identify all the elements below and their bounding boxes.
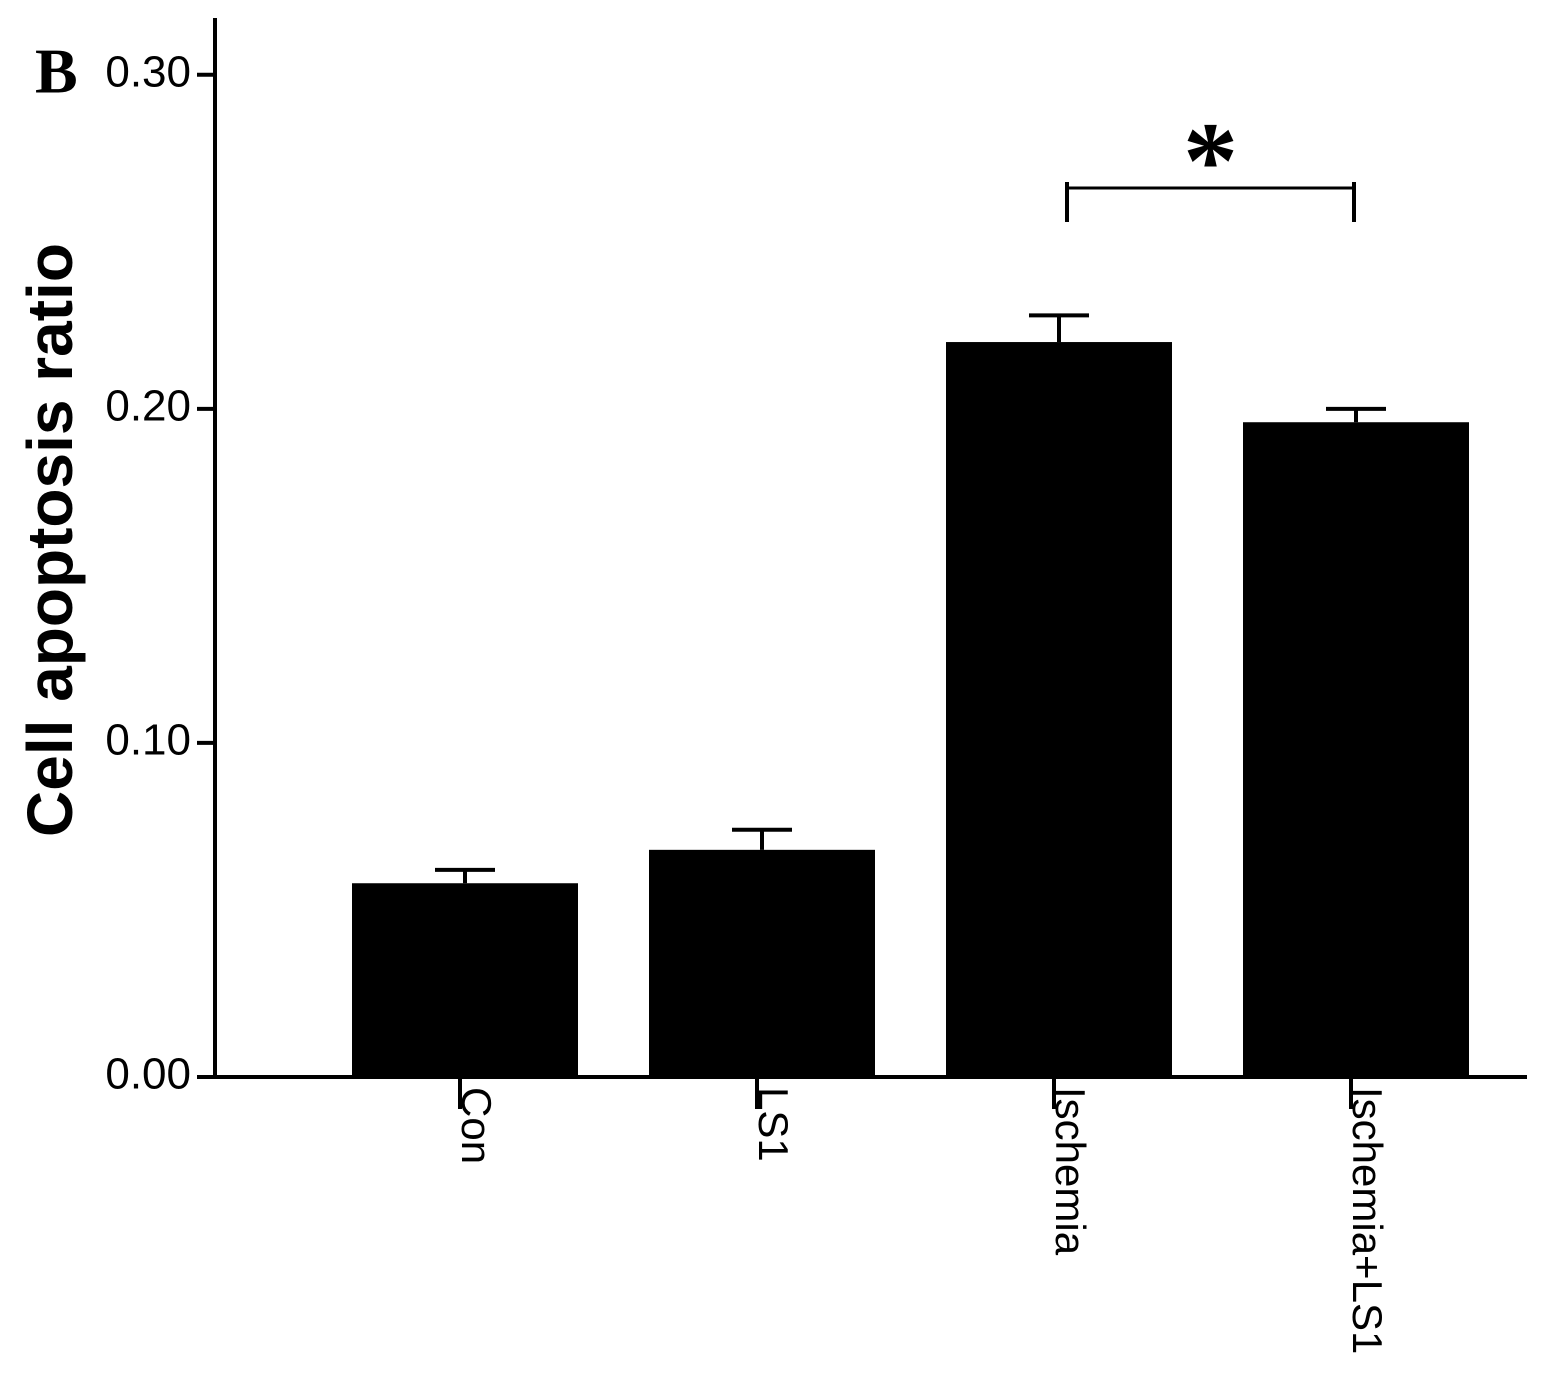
bar bbox=[352, 883, 578, 1077]
bar bbox=[946, 342, 1172, 1077]
y-tick-label: 0.10 bbox=[105, 716, 191, 765]
y-tick-label: 0.30 bbox=[105, 47, 191, 96]
x-tick-label: LS1 bbox=[750, 1087, 797, 1162]
bar bbox=[1243, 422, 1469, 1077]
y-tick-label: 0.00 bbox=[105, 1050, 191, 1099]
y-tick-label: 0.20 bbox=[105, 381, 191, 430]
bar bbox=[649, 849, 875, 1077]
panel-label: B bbox=[35, 36, 78, 107]
x-tick-label: Ischemia+LS1 bbox=[1344, 1087, 1391, 1354]
y-axis-title: Cell apoptosis ratio bbox=[14, 243, 86, 837]
x-tick-label: Con bbox=[453, 1087, 500, 1164]
significance-label: * bbox=[1183, 99, 1238, 221]
x-tick-label: Ischemia bbox=[1047, 1087, 1094, 1256]
